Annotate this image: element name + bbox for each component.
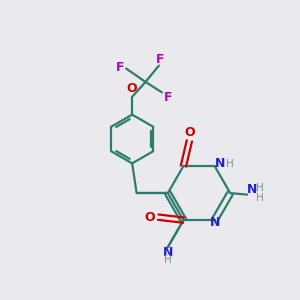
Text: H: H xyxy=(256,193,264,202)
Text: O: O xyxy=(145,211,155,224)
Text: H: H xyxy=(164,255,172,265)
Text: O: O xyxy=(185,126,195,139)
Text: N: N xyxy=(209,216,220,229)
Text: F: F xyxy=(164,91,173,104)
Text: O: O xyxy=(126,82,137,95)
Text: H: H xyxy=(226,159,233,169)
Text: N: N xyxy=(163,246,173,259)
Text: N: N xyxy=(247,183,257,196)
Text: F: F xyxy=(116,61,124,74)
Text: F: F xyxy=(156,52,165,66)
Text: H: H xyxy=(256,183,264,193)
Text: N: N xyxy=(215,157,225,170)
